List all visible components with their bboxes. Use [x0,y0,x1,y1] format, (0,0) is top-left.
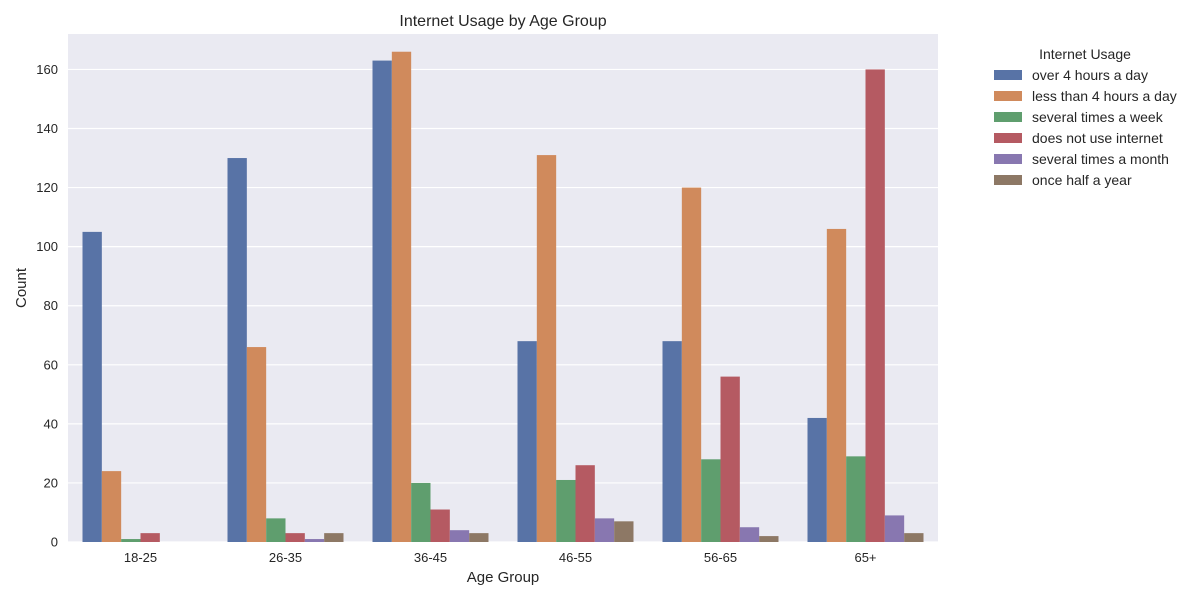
bar [101,471,122,542]
y-tick-label: 20 [44,475,58,490]
legend: Internet Usage over 4 hours a day less th… [994,46,1177,188]
bar [304,539,325,542]
bar [411,482,431,542]
bar [681,187,702,542]
y-axis-ticks: 0 20 40 60 80 100 120 140 160 [36,62,58,550]
legend-swatch [994,175,1022,185]
x-axis-ticks: 18-25 26-35 36-45 46-55 56-65 65+ [124,550,877,565]
gridlines [68,68,938,543]
x-tick-label: 46-55 [559,550,592,565]
plot-area [68,34,938,542]
x-tick-label: 26-35 [269,550,302,565]
x-tick-label: 18-25 [124,550,157,565]
legend-swatch [994,91,1022,101]
y-tick-label: 60 [44,357,58,372]
legend-label: several times a month [1032,151,1169,167]
y-tick-label: 0 [51,535,58,550]
y-axis-label: Count [13,267,30,308]
bar [430,509,450,542]
y-tick-label: 140 [36,121,58,136]
bar [826,228,847,542]
legend-swatch [994,133,1022,143]
bar [884,515,905,542]
legend-label: does not use internet [1032,130,1163,146]
bar [536,155,557,542]
bar [82,231,102,542]
legend-label: several times a week [1032,109,1164,125]
bar [517,341,537,542]
legend-title: Internet Usage [1039,46,1131,62]
bar [227,158,247,542]
legend-swatch [994,70,1022,80]
x-tick-label: 65+ [854,550,876,565]
chart-title: Internet Usage by Age Group [399,13,606,30]
legend-label: once half a year [1032,172,1132,188]
bar [121,539,141,542]
legend-swatch [994,112,1022,122]
legend-label: over 4 hours a day [1032,67,1148,83]
x-tick-label: 56-65 [704,550,737,565]
bar [372,60,392,543]
bar [846,456,866,542]
y-tick-label: 40 [44,416,58,431]
bar [246,347,267,542]
bar [575,465,595,542]
bar [865,69,885,542]
y-tick-label: 160 [36,62,58,77]
bar [739,527,760,542]
legend-label: less than 4 hours a day [1032,88,1177,104]
bar [701,459,721,542]
bar [662,341,682,542]
bars [82,51,924,543]
y-tick-label: 120 [36,180,58,195]
bar [469,533,489,542]
bar [285,533,305,542]
y-tick-label: 100 [36,239,58,254]
bar [759,536,779,542]
bar [266,518,286,542]
bar [140,533,160,542]
x-tick-label: 36-45 [414,550,447,565]
bar [720,376,740,542]
bar [449,530,470,542]
bar [324,533,344,542]
bar [904,533,924,542]
bar [556,479,576,542]
y-tick-label: 80 [44,298,58,313]
bar [614,521,634,542]
bar [807,417,827,542]
x-axis-label: Age Group [467,569,540,586]
bar [391,51,412,542]
legend-swatch [994,154,1022,164]
bar [594,518,615,542]
